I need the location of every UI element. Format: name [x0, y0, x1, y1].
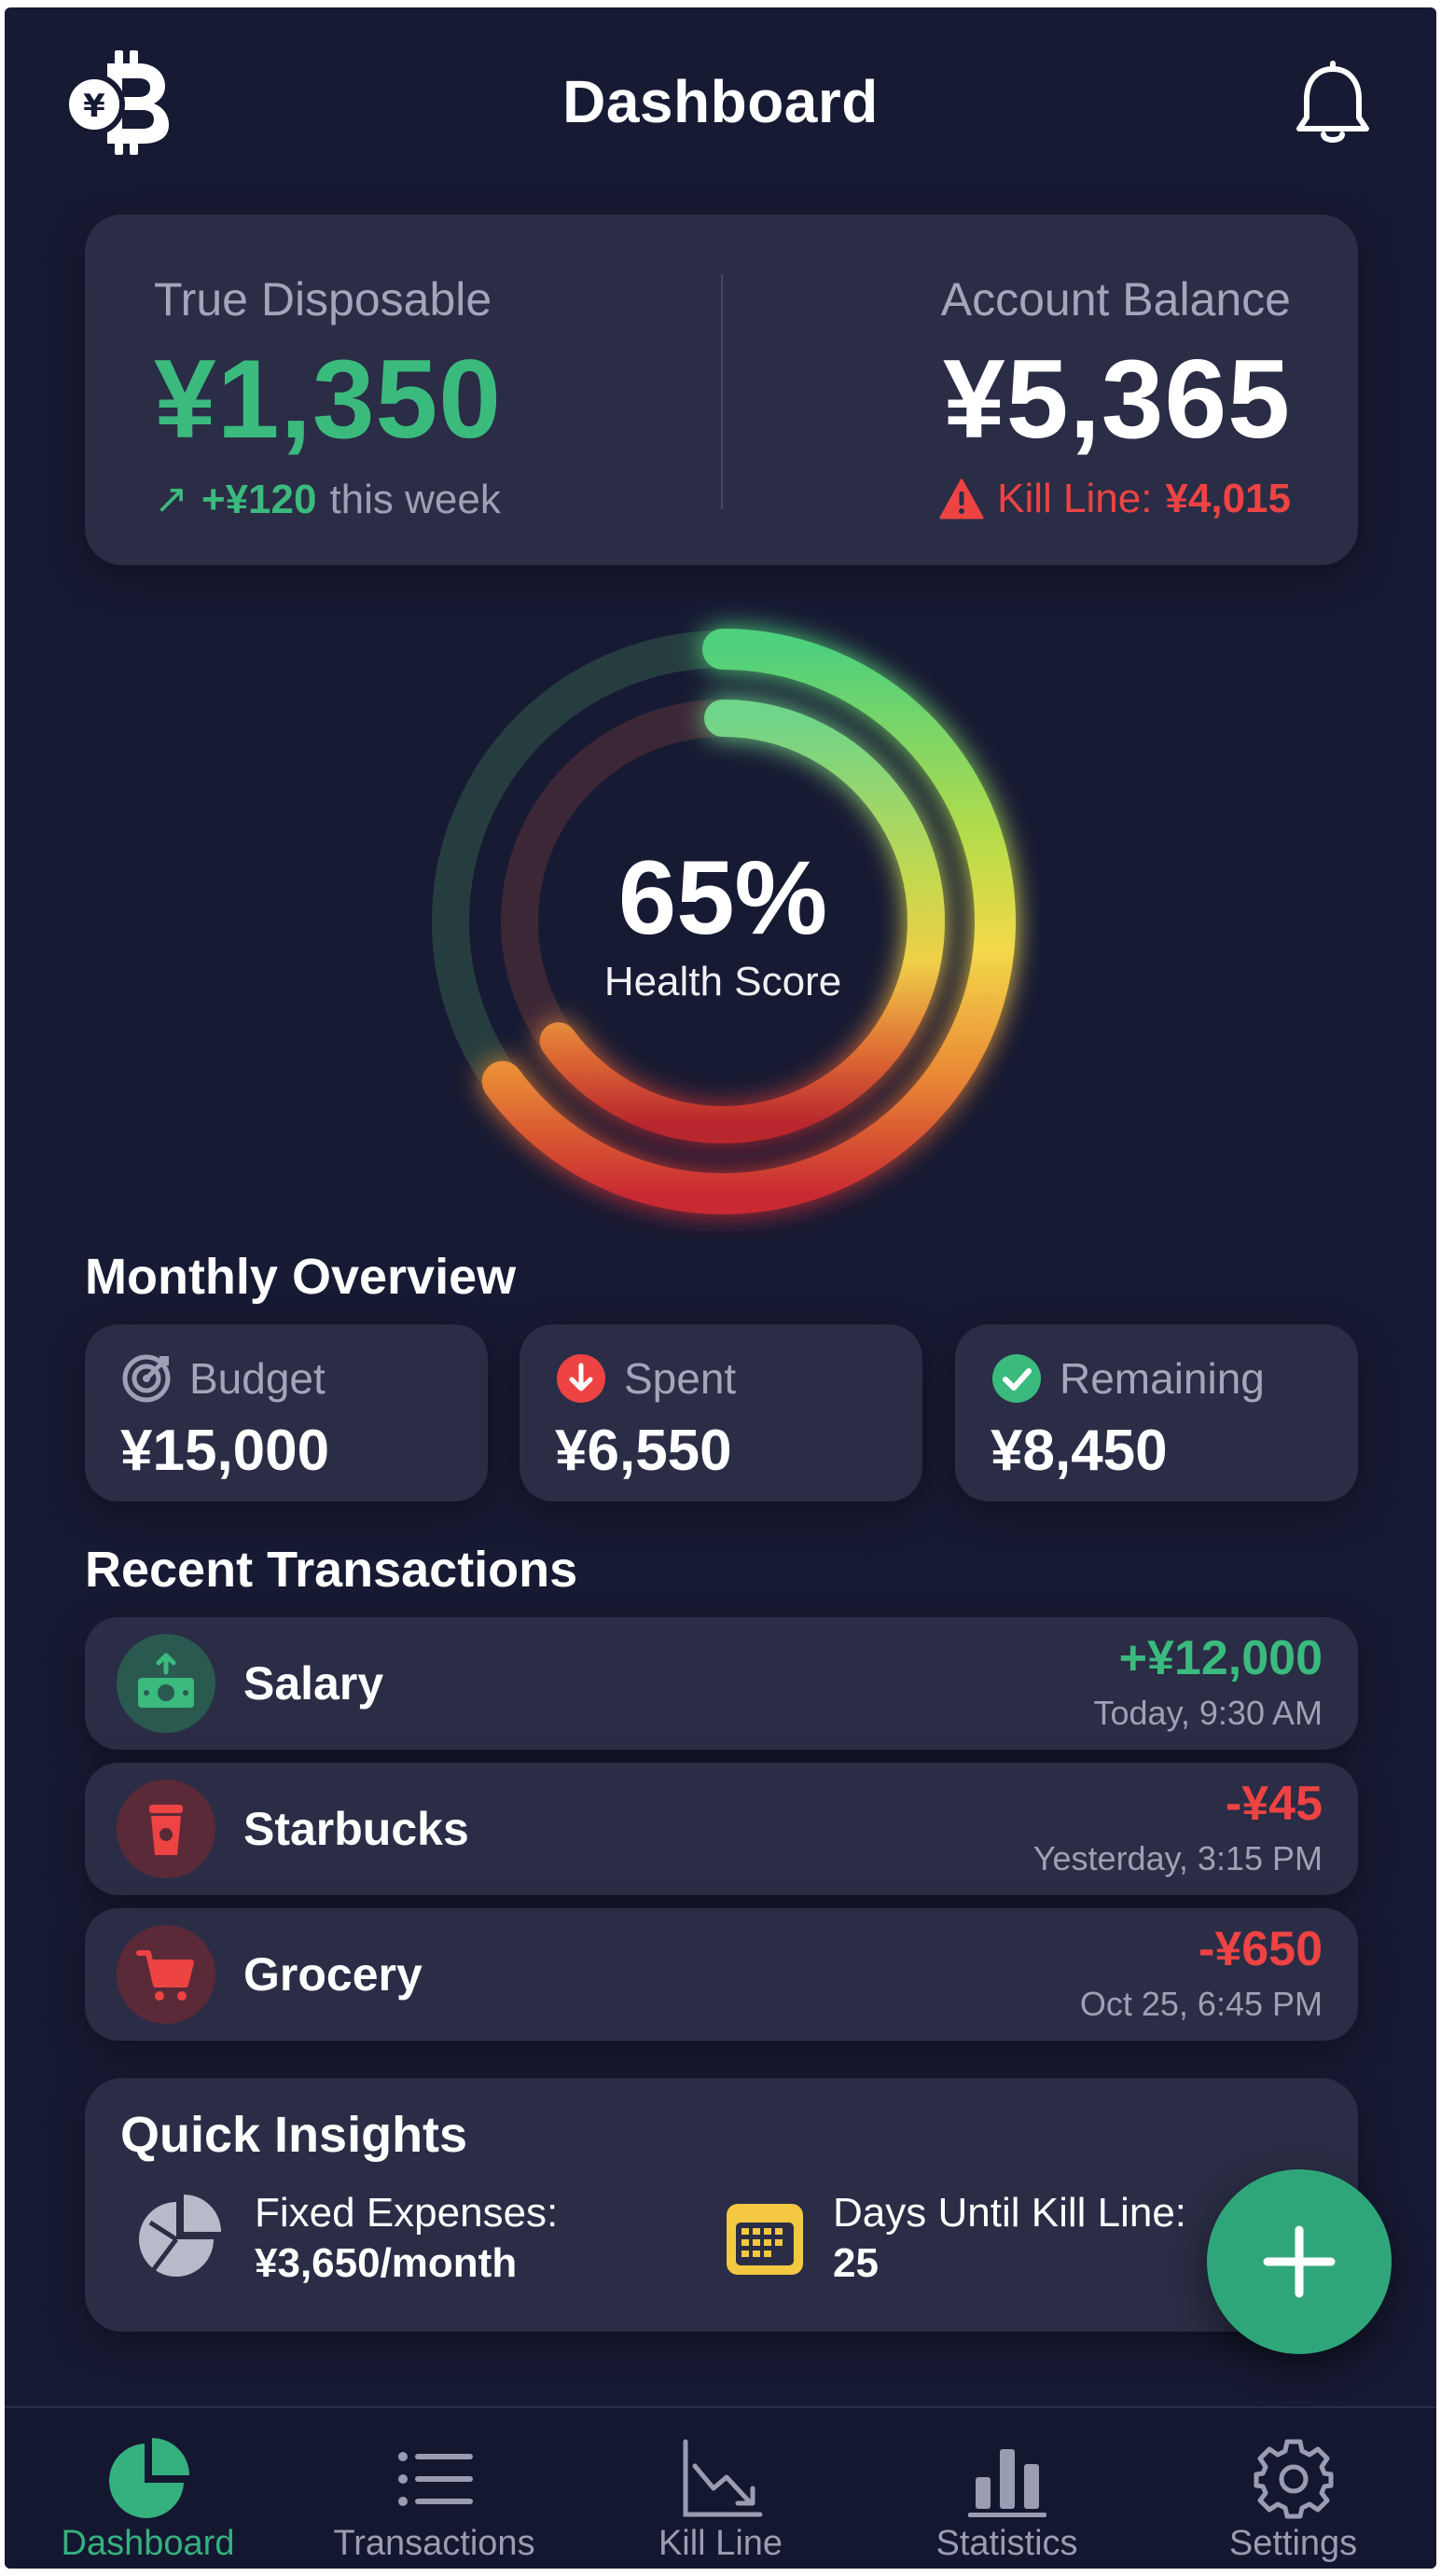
warning-triangle-icon	[939, 478, 984, 519]
health-score-label: Health Score	[603, 959, 842, 1004]
quick-insights-title: Quick Insights	[120, 2107, 468, 2163]
remaining-value: ¥8,450	[991, 1419, 1168, 1483]
plus-icon	[1263, 2225, 1336, 2298]
transaction-time: Yesterday, 3:15 PM	[1032, 1839, 1323, 1877]
spent-value: ¥6,550	[555, 1419, 732, 1483]
account-balance-amount: ¥5,365	[942, 337, 1291, 462]
trend-up-arrow-icon: ↗	[154, 477, 188, 522]
fixed-expenses-label: Fixed Expenses:	[255, 2190, 559, 2236]
true-disposable-section: True Disposable ¥1,350 ↗ +¥120 this week	[154, 272, 502, 523]
true-disposable-label: True Disposable	[154, 273, 492, 325]
pie-chart-icon	[139, 2194, 221, 2277]
list-icon	[397, 2452, 473, 2506]
spent-label: Spent	[624, 1354, 737, 1403]
cash-income-icon	[138, 1653, 194, 1708]
weekly-change-suffix: this week	[329, 476, 501, 522]
transaction-row[interactable]: Salary +¥12,000 Today, 9:30 AM	[85, 1617, 1358, 1750]
nav-item-transactions[interactable]: Transactions	[291, 2408, 577, 2569]
days-until-kill-line-label: Days Until Kill Line:	[833, 2190, 1187, 2236]
transaction-name: Salary	[243, 1657, 384, 1710]
days-until-kill-line-insight: Days Until Kill Line: 25	[723, 2188, 1186, 2288]
transaction-time: Today, 9:30 AM	[1093, 1694, 1323, 1732]
recent-transactions-title: Recent Transactions	[85, 1542, 578, 1598]
balance-divider	[721, 274, 723, 509]
weekly-change: ↗ +¥120 this week	[154, 476, 502, 523]
monthly-overview-title: Monthly Overview	[85, 1249, 517, 1305]
spent-card[interactable]: Spent ¥6,550	[520, 1324, 922, 1502]
nav-label: Dashboard	[61, 2524, 235, 2563]
trend-down-chart-icon	[683, 2439, 762, 2517]
fixed-expenses-insight: Fixed Expenses: ¥3,650/month	[130, 2188, 558, 2288]
balance-card: True Disposable ¥1,350 ↗ +¥120 this week…	[85, 215, 1358, 565]
target-icon	[122, 1354, 171, 1403]
transaction-amount: -¥650	[1199, 1922, 1323, 1976]
nav-label: Transactions	[333, 2524, 535, 2563]
health-outer-arc	[481, 629, 1016, 1214]
gear-icon	[1254, 2439, 1333, 2519]
transaction-time: Oct 25, 6:45 PM	[1079, 1985, 1323, 2023]
budget-label: Budget	[189, 1354, 326, 1403]
bottom-nav: Dashboard Transactions Kill Line	[5, 2406, 1436, 2569]
health-score-gauge: 65% Health Score	[406, 604, 1040, 1239]
transaction-amount: -¥45	[1225, 1777, 1323, 1831]
bitcoin-yen-logo-icon: ¥	[63, 50, 169, 155]
nav-item-kill-line[interactable]: Kill Line	[577, 2408, 864, 2569]
calendar-icon	[727, 2203, 803, 2275]
nav-item-settings[interactable]: Settings	[1150, 2408, 1436, 2569]
fixed-expenses-value: ¥3,650/month	[255, 2239, 518, 2286]
svg-text:¥: ¥	[83, 88, 105, 125]
transaction-row[interactable]: Starbucks -¥45 Yesterday, 3:15 PM	[85, 1763, 1358, 1895]
transaction-name: Grocery	[243, 1948, 423, 2001]
kill-line-value: ¥4,015	[1165, 476, 1291, 521]
shopping-cart-icon	[136, 1950, 194, 2001]
page-title: Dashboard	[562, 68, 879, 135]
bar-chart-icon	[967, 2449, 1046, 2517]
add-transaction-button[interactable]	[1207, 2169, 1392, 2354]
account-balance-label: Account Balance	[940, 273, 1291, 325]
health-gauge-rings	[413, 612, 1032, 1231]
transaction-name: Starbucks	[243, 1803, 469, 1855]
nav-item-dashboard[interactable]: Dashboard	[5, 2408, 291, 2569]
pie-chart-icon	[108, 2438, 189, 2518]
weekly-change-amount: +¥120	[201, 476, 317, 522]
account-balance-section: Account Balance ¥5,365 Kill Line: ¥4,015	[939, 272, 1291, 522]
bell-icon[interactable]	[1292, 60, 1374, 149]
kill-line-warning: Kill Line: ¥4,015	[939, 476, 1291, 522]
nav-item-statistics[interactable]: Statistics	[864, 2408, 1150, 2569]
arrow-down-circle-icon	[557, 1354, 605, 1403]
kill-line-label: Kill Line:	[997, 476, 1153, 521]
budget-card[interactable]: Budget ¥15,000	[85, 1324, 488, 1502]
quick-insights-card: Quick Insights Fixed Expenses: ¥3,650/mo…	[85, 2078, 1358, 2332]
health-inner-arc	[539, 699, 945, 1143]
check-circle-icon	[992, 1354, 1041, 1403]
transaction-amount: +¥12,000	[1118, 1631, 1323, 1685]
true-disposable-amount: ¥1,350	[154, 337, 503, 462]
remaining-card[interactable]: Remaining ¥8,450	[955, 1324, 1358, 1502]
nav-label: Kill Line	[658, 2524, 783, 2563]
remaining-label: Remaining	[1060, 1354, 1265, 1403]
coffee-cup-icon	[149, 1805, 183, 1855]
days-until-kill-line-value: 25	[833, 2239, 879, 2286]
budget-value: ¥15,000	[120, 1419, 330, 1483]
health-score-value: 65%	[617, 839, 828, 956]
app-screen: ¥ Dashboard True Disposable ¥1,350 ↗ +¥1…	[5, 7, 1436, 2569]
nav-label: Statistics	[935, 2524, 1078, 2563]
nav-label: Settings	[1228, 2524, 1358, 2563]
transaction-row[interactable]: Grocery -¥650 Oct 25, 6:45 PM	[85, 1908, 1358, 2041]
